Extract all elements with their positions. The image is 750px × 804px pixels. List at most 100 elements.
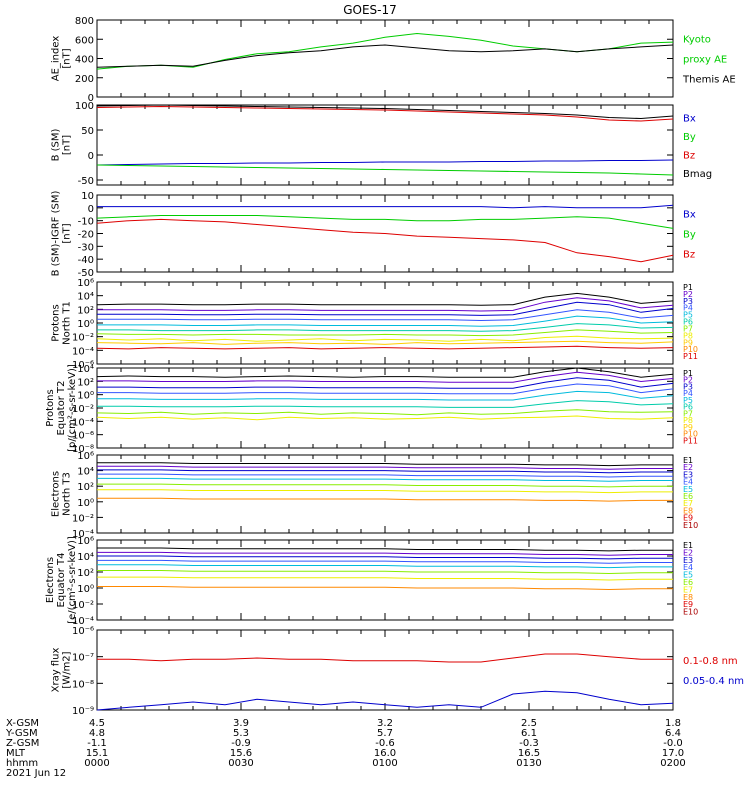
panel-4-ytick-label: 10⁰ bbox=[77, 319, 94, 330]
panel-5-series-p6 bbox=[97, 400, 674, 408]
panel-1-frame bbox=[96, 19, 674, 98]
panel-5-ytick-label: 10⁰ bbox=[77, 391, 94, 402]
panel-1-legend-entry: Themis AE bbox=[682, 75, 736, 86]
xaxis-row-label: hhmm bbox=[6, 758, 38, 769]
panel-5-legend-entry: P5 bbox=[683, 396, 693, 405]
panel-4-series-p9 bbox=[96, 340, 674, 345]
panel-7-ylabel: Electrons bbox=[45, 557, 56, 603]
panel-2-legend-entry: By bbox=[683, 132, 696, 143]
panel-4-series-p10 bbox=[96, 345, 674, 350]
panel-6-ytick-label: 10⁶ bbox=[77, 451, 94, 462]
panel-3-legend-entry: Bz bbox=[683, 250, 695, 261]
xaxis-row-value: 3.2 bbox=[377, 718, 393, 729]
panel-6-series-e4 bbox=[97, 473, 673, 478]
panel-6-ytick-label: 10⁻⁴ bbox=[72, 529, 94, 540]
panel-2-ytick-label: 50 bbox=[81, 126, 94, 137]
panel-3-ytick-label: -30 bbox=[78, 242, 94, 253]
panel-7-legend-entry: E1 bbox=[683, 541, 693, 550]
panel-4-series-p7 bbox=[96, 329, 674, 337]
panel-5-series-p8 bbox=[96, 415, 674, 421]
panel-4-legend-entry: P11 bbox=[683, 352, 698, 361]
panel-6-legend-entry: E10 bbox=[683, 521, 698, 530]
panel-6-series-e7 bbox=[97, 489, 673, 494]
panel-5-ytick-label: 10⁻⁸ bbox=[72, 444, 94, 455]
panel-6-legend-entry: E4 bbox=[683, 478, 693, 487]
panel-1-ytick-label: 200 bbox=[75, 74, 94, 85]
panel-6-legend-entry: E2 bbox=[683, 463, 693, 472]
panel-6-ylabel: North T3 bbox=[62, 472, 73, 516]
xaxis-row-label: Y-GSM bbox=[5, 728, 38, 739]
panel-6-ytick-label: 10⁰ bbox=[77, 498, 94, 509]
xaxis-row-label: MLT bbox=[6, 748, 26, 759]
plot-title: GOES-17 bbox=[343, 3, 397, 17]
panel-8-ylabel: [W/m2] bbox=[62, 651, 73, 688]
panel-6-legend-entry: E6 bbox=[683, 492, 693, 501]
panel-8-legend-entry: 0.1-0.8 nm bbox=[683, 656, 738, 667]
panel-1-series-themis-ae bbox=[96, 44, 674, 68]
panel-3-ytick-label: -20 bbox=[78, 230, 94, 241]
panel-5-ytick-label: 10⁻² bbox=[72, 404, 94, 415]
xaxis-row-value: -1.1 bbox=[87, 738, 107, 749]
panel-8-series-0-1-0-8-nm bbox=[97, 653, 673, 663]
panel-6-legend-entry: E9 bbox=[683, 514, 693, 523]
panel-8-ytick-label: 10⁻⁷ bbox=[72, 653, 94, 664]
panel-4-legend-entry: P2 bbox=[683, 290, 693, 299]
panel-5-series-p1 bbox=[96, 367, 674, 378]
panel-6-legend-entry: E7 bbox=[683, 499, 693, 508]
panel-5-ylabel: Equator T2 bbox=[56, 381, 67, 436]
panel-7-legend-entry: E9 bbox=[683, 600, 693, 609]
panel-7-legend-entry: E8 bbox=[683, 593, 693, 602]
panel-3-legend-entry: By bbox=[683, 230, 696, 241]
panel-4-legend-entry: P6 bbox=[683, 318, 693, 327]
panel-6-legend-entry: E3 bbox=[683, 470, 693, 479]
panel-2-ytick-label: 100 bbox=[75, 101, 94, 112]
panel-7-legend-entry: E3 bbox=[683, 556, 693, 565]
panel-8-ytick-label: 10⁻⁸ bbox=[72, 679, 94, 690]
panel-5-series-p3 bbox=[97, 377, 674, 389]
panel-7-legend-entry: E5 bbox=[683, 571, 693, 580]
panel-1-ylabel: AE_index bbox=[51, 36, 62, 82]
panel-3-legend-entry: Bx bbox=[683, 210, 696, 221]
panel-1-ylabel: [nT] bbox=[62, 48, 73, 68]
panel-7-legend-entry: E7 bbox=[683, 585, 693, 594]
panel-5-legend-entry: P9 bbox=[683, 423, 693, 432]
xaxis-row-value: 0100 bbox=[372, 758, 397, 769]
panel-2-series-bmag bbox=[96, 104, 674, 120]
xaxis-row-value: 0030 bbox=[228, 758, 253, 769]
panel-4-legend-entry: P7 bbox=[683, 324, 693, 333]
panel-2-ylabel: B (SM) bbox=[51, 128, 62, 161]
panel-2-series-bx bbox=[96, 159, 674, 166]
panel-4-ytick-label: 10⁶ bbox=[77, 278, 94, 289]
panel-2-legend-entry: Bx bbox=[683, 113, 696, 124]
panel-4-ytick-label: 10² bbox=[77, 305, 94, 316]
panel-7-ytick-label: 10⁻⁴ bbox=[72, 616, 94, 627]
panel-3-ytick-label: 10 bbox=[81, 191, 94, 202]
panel-5-legend-entry: P4 bbox=[683, 389, 693, 398]
panel-5-legend-entry: P11 bbox=[683, 436, 698, 445]
panel-4-ytick-label: 10⁻⁶ bbox=[72, 360, 94, 371]
panel-5-ytick-label: 10⁻⁴ bbox=[72, 417, 94, 428]
panel-3-ytick-label: -10 bbox=[78, 217, 94, 228]
panel-6-ytick-label: 10⁻² bbox=[72, 513, 94, 524]
panel-4-legend-entry: P4 bbox=[683, 304, 693, 313]
panel-7-series-e1 bbox=[97, 547, 673, 552]
panel-3-ytick-label: -40 bbox=[78, 255, 94, 266]
panel-5-legend-entry: P7 bbox=[683, 409, 693, 418]
panel-8-ytick-label: 10⁻⁹ bbox=[72, 706, 94, 717]
xaxis-row-value: 6.4 bbox=[665, 728, 681, 739]
panel-6-series-e8 bbox=[97, 497, 673, 502]
panel-7-series-e5 bbox=[97, 564, 673, 569]
panel-2-ytick-label: 0 bbox=[88, 151, 94, 162]
panel-7-series-e4 bbox=[97, 559, 673, 564]
panel-6-ytick-label: 10⁴ bbox=[77, 467, 94, 478]
panel-8-frame bbox=[96, 629, 674, 711]
panel-6-legend-entry: E1 bbox=[683, 456, 693, 465]
panel-6-series-e3 bbox=[97, 469, 673, 474]
panel-6-series-e6 bbox=[97, 483, 673, 488]
panel-7-ytick-label: 10² bbox=[77, 568, 94, 579]
xaxis-row-value: -0.9 bbox=[231, 738, 251, 749]
panel-2-legend-entry: Bmag bbox=[683, 169, 712, 180]
panel-8-legend-entry: 0.05-0.4 nm bbox=[683, 676, 744, 687]
panel-6-ylabel: Electrons bbox=[51, 471, 62, 517]
